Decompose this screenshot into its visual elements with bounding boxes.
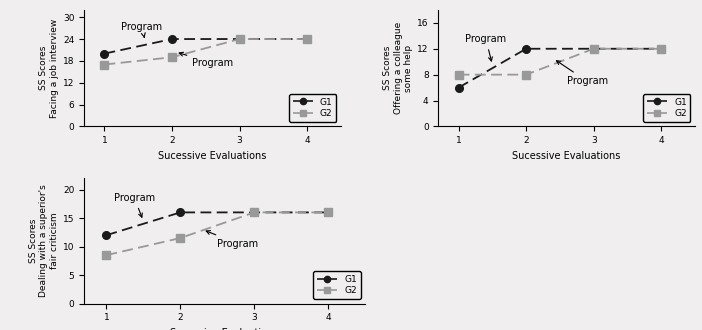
Legend: G1, G2: G1, G2 (289, 94, 336, 122)
Text: Program: Program (557, 61, 608, 86)
Text: Program: Program (206, 231, 258, 248)
Y-axis label: SS Scores
Dealing with a superior's
fair criticism: SS Scores Dealing with a superior's fair… (29, 184, 59, 297)
Text: Program: Program (465, 34, 507, 61)
X-axis label: Sucessive Evaluations: Sucessive Evaluations (512, 151, 621, 161)
Text: Program: Program (121, 22, 162, 38)
Legend: G1, G2: G1, G2 (644, 94, 691, 122)
X-axis label: Sucessive Evaluations: Sucessive Evaluations (171, 328, 279, 330)
X-axis label: Sucessive Evaluations: Sucessive Evaluations (159, 151, 267, 161)
Legend: G1, G2: G1, G2 (314, 271, 361, 299)
Y-axis label: SS Scores
Facing a job interview: SS Scores Facing a job interview (39, 18, 59, 118)
Text: Program: Program (114, 193, 155, 217)
Y-axis label: SS Scores
Offering a colleague
some help: SS Scores Offering a colleague some help (383, 22, 413, 114)
Text: Program: Program (179, 52, 233, 68)
